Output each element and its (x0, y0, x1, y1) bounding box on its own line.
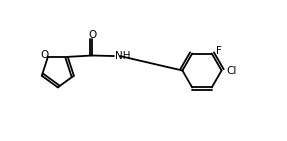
Text: O: O (88, 30, 96, 40)
Text: NH: NH (115, 51, 131, 61)
Text: O: O (40, 50, 49, 60)
Text: Cl: Cl (226, 66, 236, 75)
Text: F: F (216, 46, 222, 56)
